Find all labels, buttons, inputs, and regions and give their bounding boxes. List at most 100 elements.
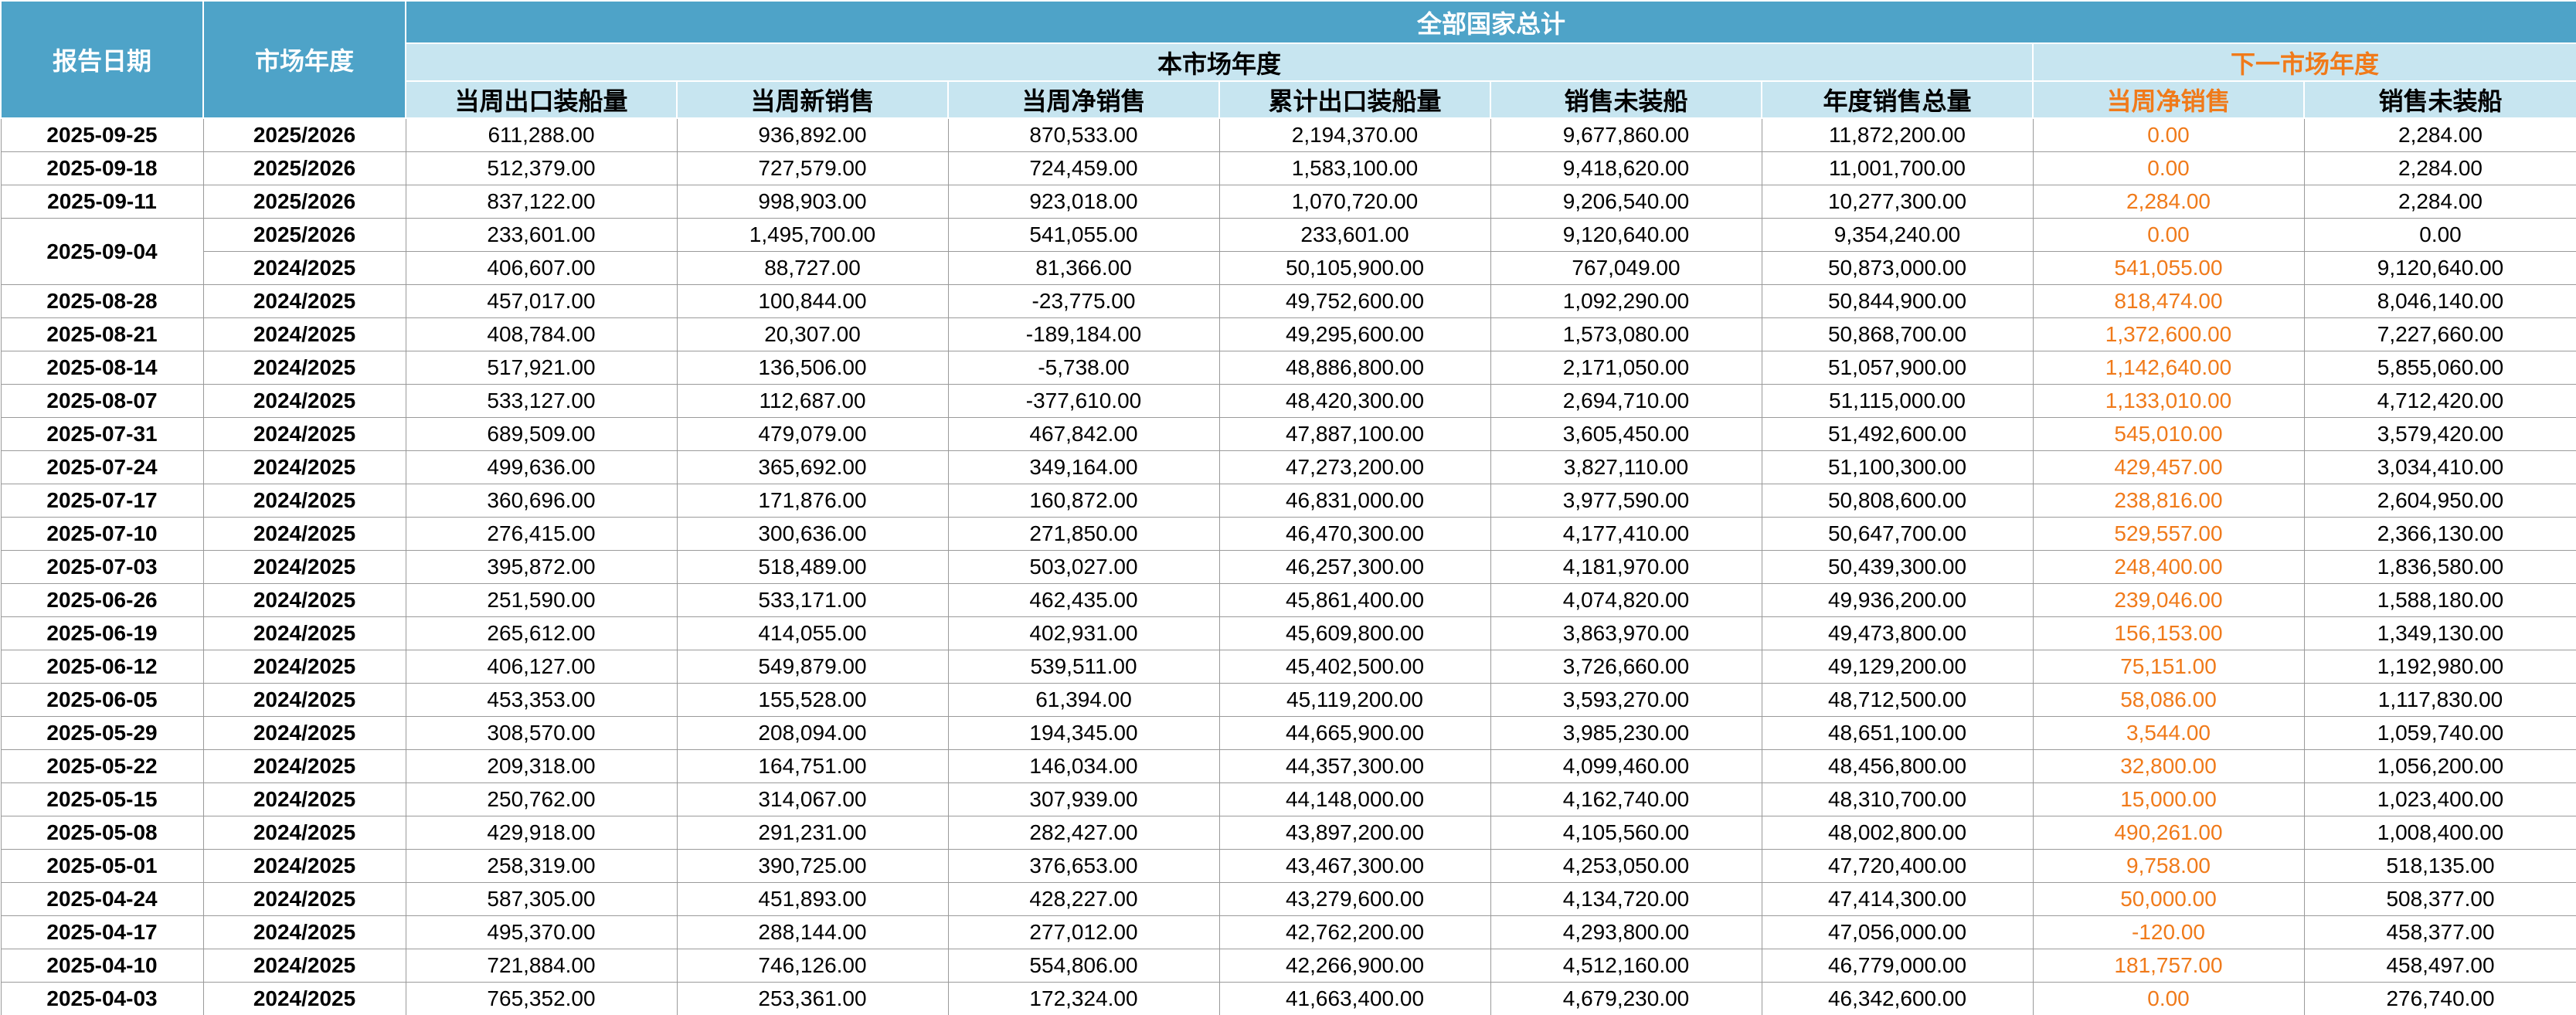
table-row: 2025-04-10 2024/2025 721,884.00 746,126.00 5… [0, 949, 2576, 983]
value-cell: 2,194,370.00 [1218, 117, 1491, 152]
market-cell: 2024/2025 [202, 683, 406, 717]
date-cell: 2025-04-10 [0, 949, 204, 983]
value-cell: 545,010.00 [2032, 417, 2305, 451]
value-cell: 164,751.00 [676, 749, 949, 783]
value-cell: 48,002,800.00 [1761, 816, 2034, 850]
market-cell: 2024/2025 [202, 317, 406, 351]
value-cell: 51,057,900.00 [1761, 351, 2034, 385]
value-cell: 390,725.00 [676, 849, 949, 883]
market-cell: 2024/2025 [202, 650, 406, 684]
value-cell: 15,000.00 [2032, 782, 2305, 816]
value-cell: 1,588,180.00 [2303, 583, 2576, 617]
value-cell: 265,612.00 [405, 616, 678, 650]
value-cell: 20,307.00 [676, 317, 949, 351]
market-cell: 2024/2025 [202, 616, 406, 650]
value-cell: 1,349,130.00 [2303, 616, 2576, 650]
value-cell: -23,775.00 [947, 284, 1220, 318]
value-cell: 4,712,420.00 [2303, 384, 2576, 418]
value-cell: 724,459.00 [947, 151, 1220, 185]
value-cell: 48,712,500.00 [1761, 683, 2034, 717]
value-cell: 46,779,000.00 [1761, 949, 2034, 983]
date-cell: 2025-04-03 [0, 982, 204, 1015]
value-cell: 11,001,700.00 [1761, 151, 2034, 185]
value-cell: 7,227,660.00 [2303, 317, 2576, 351]
value-cell: 554,806.00 [947, 949, 1220, 983]
value-cell: 818,474.00 [2032, 284, 2305, 318]
value-cell: 765,352.00 [405, 982, 678, 1015]
value-cell: 451,893.00 [676, 882, 949, 916]
date-cell: 2025-05-15 [0, 782, 204, 816]
value-cell: 1,092,290.00 [1490, 284, 1762, 318]
table-row: 2025-06-05 2024/2025 453,353.00 155,528.00 6… [0, 683, 2576, 717]
market-cell: 2024/2025 [202, 882, 406, 916]
value-cell: 43,279,600.00 [1218, 882, 1491, 916]
value-cell: 50,873,000.00 [1761, 251, 2034, 285]
value-cell: 1,836,580.00 [2303, 550, 2576, 584]
value-cell: 9,120,640.00 [1490, 218, 1762, 252]
date-cell: 2025-09-11 [0, 185, 204, 219]
value-cell: 238,816.00 [2032, 484, 2305, 518]
value-cell: 181,757.00 [2032, 949, 2305, 983]
date-cell: 2025-06-19 [0, 616, 204, 650]
value-cell: 47,887,100.00 [1218, 417, 1491, 451]
value-cell: 0.00 [2032, 218, 2305, 252]
value-cell: 428,227.00 [947, 882, 1220, 916]
value-cell: 549,879.00 [676, 650, 949, 684]
value-cell: 4,099,460.00 [1490, 749, 1762, 783]
table-row: 2025-04-03 2024/2025 765,352.00 253,361.00 1… [0, 982, 2576, 1015]
value-cell: -189,184.00 [947, 317, 1220, 351]
value-cell: 248,400.00 [2032, 550, 2305, 584]
value-cell: 291,231.00 [676, 816, 949, 850]
market-cell: 2024/2025 [202, 915, 406, 949]
table-row: 2025-07-31 2024/2025 689,509.00 479,079.00 4… [0, 417, 2576, 451]
value-cell: 1,142,640.00 [2032, 351, 2305, 385]
value-cell: 61,394.00 [947, 683, 1220, 717]
value-cell: 271,850.00 [947, 517, 1220, 551]
value-cell: 258,319.00 [405, 849, 678, 883]
date-cell: 2025-09-18 [0, 151, 204, 185]
date-cell: 2025-06-26 [0, 583, 204, 617]
value-cell: 45,119,200.00 [1218, 683, 1491, 717]
value-cell: 499,636.00 [405, 450, 678, 484]
date-cell: 2025-06-05 [0, 683, 204, 717]
value-cell: 155,528.00 [676, 683, 949, 717]
value-cell: 41,663,400.00 [1218, 982, 1491, 1015]
value-cell: 308,570.00 [405, 716, 678, 750]
value-cell: 276,740.00 [2303, 982, 2576, 1015]
value-cell: 3,977,590.00 [1490, 484, 1762, 518]
value-cell: 44,148,000.00 [1218, 782, 1491, 816]
value-cell: 3,863,970.00 [1490, 616, 1762, 650]
value-cell: 406,127.00 [405, 650, 678, 684]
table-row: 2025-07-24 2024/2025 499,636.00 365,692.00 3… [0, 450, 2576, 484]
table-row: 2025-08-28 2024/2025 457,017.00 100,844.00-… [0, 284, 2576, 318]
value-cell: 495,370.00 [405, 915, 678, 949]
group-header: 本市场年度 [405, 42, 2034, 82]
value-cell: 429,918.00 [405, 816, 678, 850]
value-cell: 47,414,300.00 [1761, 882, 2034, 916]
value-cell: 2,366,130.00 [2303, 517, 2576, 551]
value-cell: 3,726,660.00 [1490, 650, 1762, 684]
value-cell: 541,055.00 [2032, 251, 2305, 285]
value-cell: 9,354,240.00 [1761, 218, 2034, 252]
value-cell: 88,727.00 [676, 251, 949, 285]
table-row: 2025-05-29 2024/2025 308,570.00 208,094.00 1… [0, 716, 2576, 750]
column-header: 年度销售总量 [1761, 80, 2034, 119]
value-cell: 0.00 [2303, 218, 2576, 252]
table-row: 2025-05-08 2024/2025 429,918.00 291,231.00 2… [0, 816, 2576, 850]
value-cell: 288,144.00 [676, 915, 949, 949]
market-cell: 2024/2025 [202, 517, 406, 551]
value-cell: 4,105,560.00 [1490, 816, 1762, 850]
value-cell: 4,181,970.00 [1490, 550, 1762, 584]
value-cell: 458,497.00 [2303, 949, 2576, 983]
value-cell: 46,470,300.00 [1218, 517, 1491, 551]
value-cell: 4,162,740.00 [1490, 782, 1762, 816]
value-cell: 541,055.00 [947, 218, 1220, 252]
value-cell: 250,762.00 [405, 782, 678, 816]
value-cell: 9,418,620.00 [1490, 151, 1762, 185]
value-cell: 253,361.00 [676, 982, 949, 1015]
table-row: 2025-04-24 2024/2025 587,305.00 451,893.00 4… [0, 882, 2576, 916]
value-cell: 46,257,300.00 [1218, 550, 1491, 584]
value-cell: 58,086.00 [2032, 683, 2305, 717]
value-cell: 100,844.00 [676, 284, 949, 318]
date-cell: 2025-07-03 [0, 550, 204, 584]
